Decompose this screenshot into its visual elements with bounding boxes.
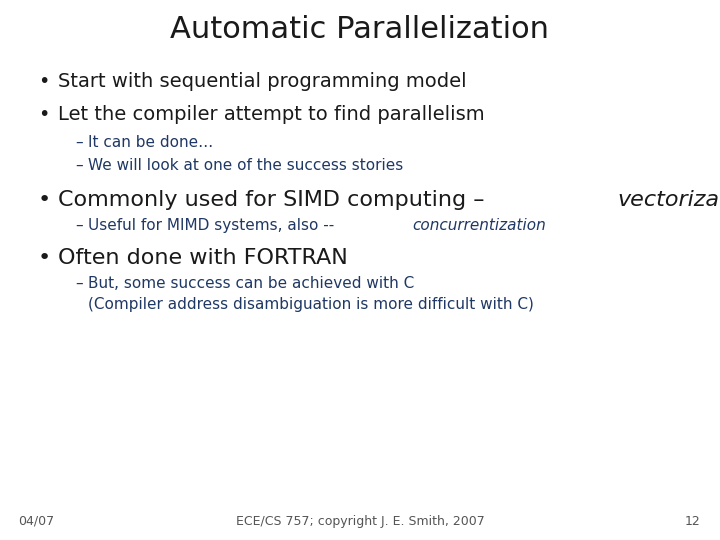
Text: •: •	[38, 105, 50, 124]
Text: –: –	[75, 158, 83, 173]
Text: •: •	[38, 190, 51, 210]
Text: Often done with FORTRAN: Often done with FORTRAN	[58, 248, 348, 268]
Text: –: –	[75, 276, 83, 291]
Text: 04/07: 04/07	[18, 515, 54, 528]
Text: vectorization: vectorization	[618, 190, 720, 210]
Text: (Compiler address disambiguation is more difficult with C): (Compiler address disambiguation is more…	[88, 297, 534, 312]
Text: Start with sequential programming model: Start with sequential programming model	[58, 72, 467, 91]
Text: •: •	[38, 248, 51, 268]
Text: We will look at one of the success stories: We will look at one of the success stori…	[88, 158, 403, 173]
Text: concurrentization: concurrentization	[412, 218, 546, 233]
Text: –: –	[75, 135, 83, 150]
Text: It can be done…: It can be done…	[88, 135, 213, 150]
Text: 12: 12	[684, 515, 700, 528]
Text: But, some success can be achieved with C: But, some success can be achieved with C	[88, 276, 414, 291]
Text: Let the compiler attempt to find parallelism: Let the compiler attempt to find paralle…	[58, 105, 485, 124]
Text: •: •	[38, 72, 50, 91]
Text: –: –	[75, 218, 83, 233]
Text: ECE/CS 757; copyright J. E. Smith, 2007: ECE/CS 757; copyright J. E. Smith, 2007	[235, 515, 485, 528]
Text: Commonly used for SIMD computing –: Commonly used for SIMD computing –	[58, 190, 492, 210]
Text: Useful for MIMD systems, also --: Useful for MIMD systems, also --	[88, 218, 339, 233]
Text: Automatic Parallelization: Automatic Parallelization	[171, 15, 549, 44]
